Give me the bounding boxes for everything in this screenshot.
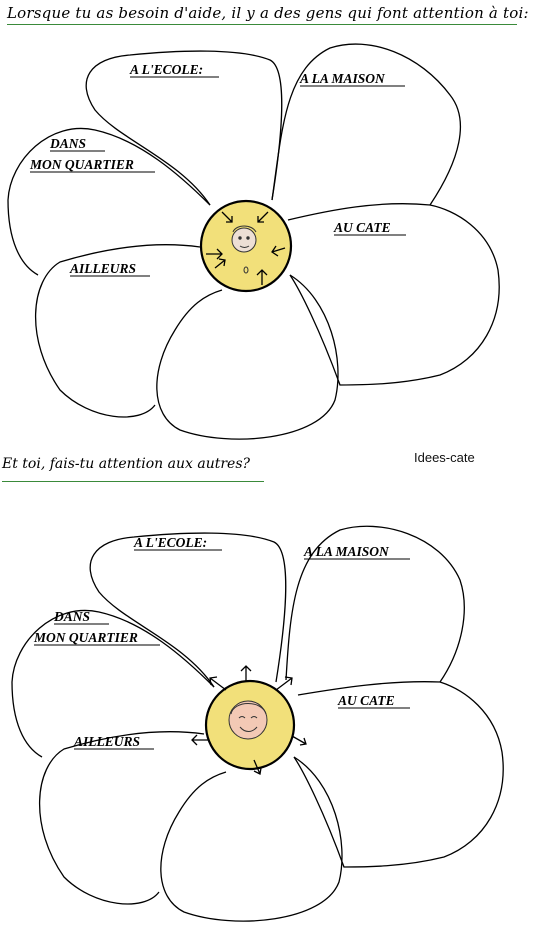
petal-school (89, 532, 287, 688)
inward-arrows-top (206, 211, 286, 285)
petal-bottom (156, 274, 339, 440)
subtitle-underline (2, 481, 264, 482)
petal-neighborhood (11, 609, 215, 758)
label-catechism: AU CATE (337, 693, 395, 708)
label-school: A L'ECOLE: (129, 62, 203, 77)
title-underline (7, 24, 517, 25)
label-home: A LA MAISON (299, 71, 386, 86)
petal-outlines-bottom (11, 525, 504, 922)
petal-elsewhere (34, 244, 201, 418)
label-neighborhood-1: DANS (53, 609, 90, 624)
label-school: A L'ECOLE: (133, 535, 207, 550)
label-catechism: AU CATE (333, 220, 391, 235)
page-subtitle: Et toi, fais-tu attention aux autres? (2, 456, 251, 472)
credit-text: Idees-cate (414, 450, 475, 465)
outward-arrows-bottom (191, 665, 307, 775)
label-elsewhere: AILLEURS (73, 734, 140, 749)
flower-diagram-bottom: A L'ECOLE: A LA MAISON DANS MON QUARTIER… (11, 525, 504, 922)
petal-home (285, 525, 465, 683)
label-home: A LA MAISON (303, 544, 390, 559)
face-icon (231, 225, 257, 274)
face-icon (228, 700, 268, 740)
petal-bottom (160, 756, 343, 922)
label-neighborhood-2: MON QUARTIER (29, 157, 134, 172)
page-title: Lorsque tu as besoin d'aide, il y a des … (7, 4, 529, 22)
petal-home (271, 43, 462, 206)
petal-school (85, 50, 283, 206)
petal-neighborhood (7, 127, 211, 276)
petal-outlines-top (7, 43, 500, 440)
petal-catechism (287, 203, 500, 386)
flower-diagram-top: A L'ECOLE: A LA MAISON DANS MON QUARTIER… (7, 43, 500, 440)
label-neighborhood-1: DANS (49, 136, 86, 151)
petal-catechism (293, 681, 504, 868)
label-neighborhood-2: MON QUARTIER (33, 630, 138, 645)
petal-elsewhere (38, 731, 205, 905)
label-elsewhere: AILLEURS (69, 261, 136, 276)
